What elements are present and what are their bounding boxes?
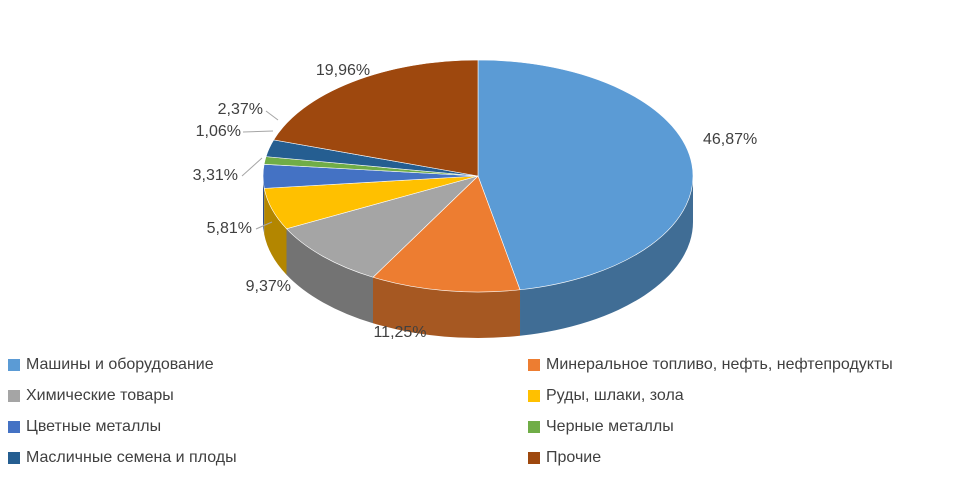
legend-item: Руды, шлаки, зола bbox=[528, 385, 684, 407]
data-label: 1,06% bbox=[196, 123, 241, 140]
legend-item: Химические товары bbox=[8, 385, 174, 407]
legend-label: Черные металлы bbox=[546, 418, 674, 435]
legend-label: Химические товары bbox=[26, 387, 174, 404]
pie-slice bbox=[285, 175, 479, 278]
legend: Машины и оборудование Минеральное топливо… bbox=[8, 348, 970, 478]
data-label: 46,87% bbox=[703, 131, 757, 148]
data-label: 3,31% bbox=[193, 167, 238, 184]
legend-item: Минеральное топливо, нефть, нефтепродукт… bbox=[528, 354, 893, 376]
leader-line bbox=[241, 157, 263, 177]
legend-swatch bbox=[528, 452, 540, 464]
pie-slice bbox=[372, 175, 521, 293]
leader-line bbox=[265, 110, 279, 121]
data-label: 19,96% bbox=[316, 62, 370, 79]
legend-swatch bbox=[528, 421, 540, 433]
legend-swatch bbox=[8, 421, 20, 433]
data-label: 11,25% bbox=[373, 324, 426, 341]
legend-swatch bbox=[8, 390, 20, 402]
legend-swatch bbox=[528, 359, 540, 371]
legend-swatch bbox=[528, 390, 540, 402]
pie-slice-side bbox=[286, 228, 374, 324]
pie-slice bbox=[273, 59, 479, 177]
data-label: 9,37% bbox=[246, 278, 291, 295]
leader-line bbox=[255, 221, 273, 230]
legend-label: Машины и оборудование bbox=[26, 356, 214, 373]
legend-label: Прочие bbox=[546, 449, 602, 466]
pie-slices bbox=[262, 59, 694, 293]
pie-sides bbox=[263, 176, 693, 338]
leader-lines bbox=[241, 110, 279, 230]
legend-label: Цветные металлы bbox=[26, 418, 162, 435]
pie-slice-side bbox=[520, 176, 693, 336]
pie-slice-side bbox=[373, 277, 521, 338]
data-label: 5,81% bbox=[207, 220, 252, 237]
legend-label: Минеральное топливо, нефть, нефтепродукт… bbox=[546, 356, 893, 373]
pie-slice-side bbox=[264, 188, 287, 275]
legend-item: Черные металлы bbox=[528, 416, 674, 438]
legend-item: Масличные семена и плоды bbox=[8, 447, 237, 469]
legend-swatch bbox=[8, 452, 20, 464]
legend-label: Масличные семена и плоды bbox=[26, 449, 237, 466]
legend-item: Машины и оборудование bbox=[8, 354, 214, 376]
legend-swatch bbox=[8, 359, 20, 371]
pie-slice-side bbox=[263, 176, 265, 235]
legend-item: Цветные металлы bbox=[8, 416, 161, 438]
leader-line bbox=[242, 130, 274, 133]
legend-item: Прочие bbox=[528, 447, 601, 469]
legend-label: Руды, шлаки, зола bbox=[546, 387, 684, 404]
data-labels: 46,87% 11,25% 9,37% 5,81% 3,31% 1,06% 2,37% 19,… bbox=[193, 62, 758, 341]
data-label: 2,37% bbox=[218, 101, 263, 118]
pie-slice bbox=[477, 59, 694, 291]
